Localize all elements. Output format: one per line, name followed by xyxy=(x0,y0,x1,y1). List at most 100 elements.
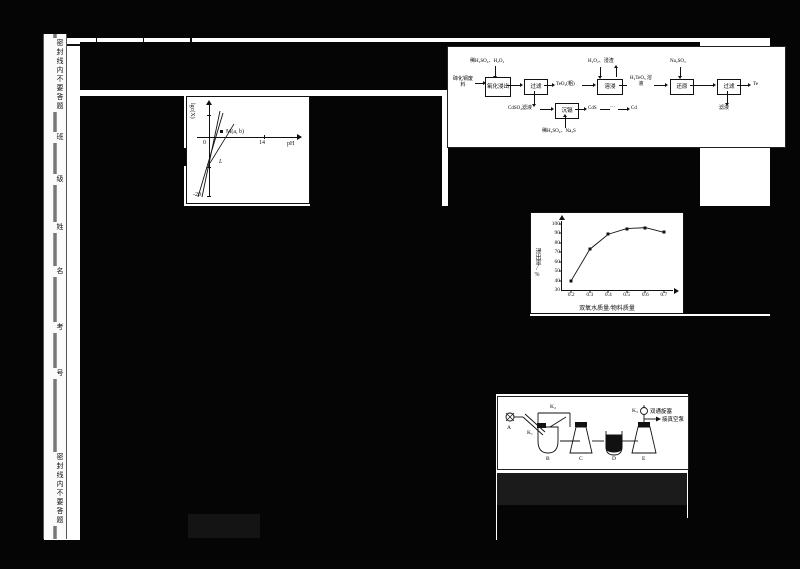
seal-line-rail xyxy=(53,34,57,539)
flow-arrow-reagent-3 xyxy=(680,67,681,77)
leach-chart-xtick-2: 0.4 xyxy=(604,292,612,298)
ph-chart-figure: M(a, b) L lgc(X) pH 0 14 -20 xyxy=(186,96,310,204)
flow-arrowhead-feed-icon xyxy=(483,81,486,85)
redacted-paragraph-16 xyxy=(188,514,260,538)
flow-arrow-reagent-2a xyxy=(600,67,601,77)
flow-arrowhead-filter2-te-icon xyxy=(748,83,751,87)
leach-chart-ytick-4: 70 xyxy=(554,249,561,256)
flow-box-filter1-label: 过滤 xyxy=(530,84,542,90)
seal-line-segment-2: 级 xyxy=(46,174,64,185)
leach-chart-x-arrow-icon xyxy=(674,288,679,294)
flow-arrowhead-teo2-leach-icon xyxy=(593,83,596,87)
leach-chart-xtick-1: 0.3 xyxy=(586,292,594,298)
ph-chart-x-arrow-icon xyxy=(297,134,302,140)
leach-chart-ytick-1: 40 xyxy=(554,277,561,284)
leach-chart-ytick-7: 100 xyxy=(551,220,560,227)
leach-rate-chart-figure: 浸出率/% 100 90 80 70 60 50 40 30 0.2 0.3 0 xyxy=(530,212,684,314)
flow-box-filter-1[interactable]: 过滤 xyxy=(524,79,548,95)
flow-arrowhead-precip-cds-icon xyxy=(584,107,587,111)
leach-chart-xtick-mark-5 xyxy=(663,290,665,293)
ph-chart-ytick-mark-0 xyxy=(207,196,211,197)
flow-arrow-filter2-filtrate xyxy=(727,91,728,104)
flow-box-dissolve-leach[interactable]: 溶浸 xyxy=(597,79,623,95)
flow-box-filter-2[interactable]: 过滤 xyxy=(717,79,741,95)
flow-box-oxid-label: 氧化浸出 xyxy=(487,84,510,90)
redacted-block-bottom-edge xyxy=(0,540,800,569)
seal-line-segment-5: 考 xyxy=(46,322,64,333)
apparatus-component-b-label: B xyxy=(546,456,550,462)
seal-line-sidebar: 密封线内不要答题 班 级 姓 名 考 号 密封线内不要答题 xyxy=(43,34,67,539)
flow-reagent-1: 稀H₂SO₄、H₂O₂ xyxy=(470,59,505,64)
flow-reagent-2: H₂O₂、浸渣 xyxy=(588,59,614,64)
flow-arrowhead-reagent-2b-icon xyxy=(614,65,618,68)
flow-arrow-teo2-leach xyxy=(582,85,594,86)
flow-arrowhead-cdso4-precip-icon xyxy=(551,107,554,111)
leach-chart-ytick-5: 80 xyxy=(554,239,561,246)
ph-chart-xtick-1: 14 xyxy=(259,140,265,146)
flow-arrowhead-filter-teo2-icon xyxy=(552,83,555,87)
apparatus-valve-k2-label: K₂ xyxy=(550,404,556,410)
flow-inter-h2teo3: H₂TeO₃ 溶液 xyxy=(630,76,652,87)
flow-inter-cd: Cd xyxy=(631,106,637,111)
leach-chart-point-5 xyxy=(662,230,666,234)
ph-chart-ytick-mark-1 xyxy=(207,167,211,168)
leach-chart-point-1 xyxy=(588,247,592,251)
flow-arrow-feed xyxy=(475,83,484,84)
leach-chart-xtick-mark-4 xyxy=(644,290,646,293)
leach-chart-curve xyxy=(562,221,673,290)
leach-chart-y-arrow-icon xyxy=(559,215,565,220)
apparatus-component-d-label: D xyxy=(612,456,616,462)
leach-chart-ytick-3: 60 xyxy=(554,258,561,265)
flow-arrow-filter-teo2 xyxy=(544,85,553,86)
seal-line-segment-3: 姓 xyxy=(46,222,64,233)
flow-arrowhead-filter2-filtrate-icon xyxy=(725,103,729,106)
flow-arrow-dots-cd xyxy=(618,109,628,110)
process-flowchart: 碲化铜废料 稀H₂SO₄、H₂O₂ 氧化浸出 过滤 CdSO₄滤液 沉镉 稀H₂… xyxy=(447,46,786,148)
ph-chart-marker-point xyxy=(220,130,223,133)
redacted-paragraph-12 xyxy=(80,394,496,472)
ph-chart-y-arrow-icon xyxy=(206,100,212,105)
leach-chart-xtick-mark-0 xyxy=(570,290,572,293)
flow-output-te: Te xyxy=(753,82,758,87)
redacted-table-overlay-2 xyxy=(497,505,687,519)
redacted-paragraph-11 xyxy=(80,312,530,340)
redacted-paragraph-13 xyxy=(688,394,770,520)
ph-chart-xtick-0: 0 xyxy=(203,140,206,146)
flow-reagent-4: 稀H₂SO₄、Na₂S xyxy=(542,129,576,134)
flow-box-precipitate-cd[interactable]: 沉镉 xyxy=(555,103,579,119)
apparatus-component-e-label: E xyxy=(642,456,646,462)
leach-chart-xtick-4: 0.6 xyxy=(641,292,649,298)
flow-box-filter2-label: 过滤 xyxy=(723,84,735,90)
flow-arrow-reduce-filter2 xyxy=(690,85,714,86)
flow-arrowhead-reagent-3-icon xyxy=(678,76,682,79)
redacted-block-left-edge xyxy=(0,0,44,569)
flow-arrow-oxid-filter xyxy=(507,85,521,86)
apparatus-component-c-label: C xyxy=(579,456,583,462)
flow-inter-dots: … xyxy=(610,104,615,109)
leach-chart-ytick-mark-5 xyxy=(559,242,562,244)
flow-output-filtrate: 滤液 xyxy=(719,106,730,111)
ph-chart-x-axis xyxy=(197,137,301,138)
flow-arrow-h2teo3-reduce xyxy=(654,85,666,86)
flow-box-reduction[interactable]: 还原 xyxy=(670,79,694,95)
leach-chart-xtick-0: 0.2 xyxy=(567,292,575,298)
flow-arrow-filter2-te xyxy=(737,85,749,86)
apparatus-component-a-label: A xyxy=(507,425,511,431)
redacted-paragraph-8 xyxy=(684,206,770,314)
apparatus-annotation-vacuum: 接真空泵 xyxy=(662,417,685,423)
apparatus-lines xyxy=(505,405,661,456)
flow-arrowhead-reagent-4-icon xyxy=(563,114,567,117)
apparatus-diagram: K₁ K₂ K₃ A B C D E 双通旋塞 接真空泵 xyxy=(497,396,689,470)
flow-box-oxidative-leaching[interactable]: 氧化浸出 xyxy=(485,77,511,97)
leach-chart-xtick-mark-3 xyxy=(626,290,628,293)
seal-line-segment-0: 密封线内不要答题 xyxy=(46,38,64,112)
ph-chart-point-label: M(a, b) xyxy=(226,129,244,135)
leach-chart-ytick-mark-7 xyxy=(559,223,562,225)
leach-chart-xtick-5: 0.7 xyxy=(660,292,668,298)
ph-chart-curve-label: L xyxy=(219,159,223,165)
flow-arrow-reagent-2b xyxy=(616,67,617,77)
leach-chart-ytick-mark-1 xyxy=(559,280,562,282)
apparatus-stopper-e xyxy=(638,422,650,427)
seal-line-segment-4: 名 xyxy=(46,266,64,277)
flow-arrow-precip-cds xyxy=(575,109,585,110)
